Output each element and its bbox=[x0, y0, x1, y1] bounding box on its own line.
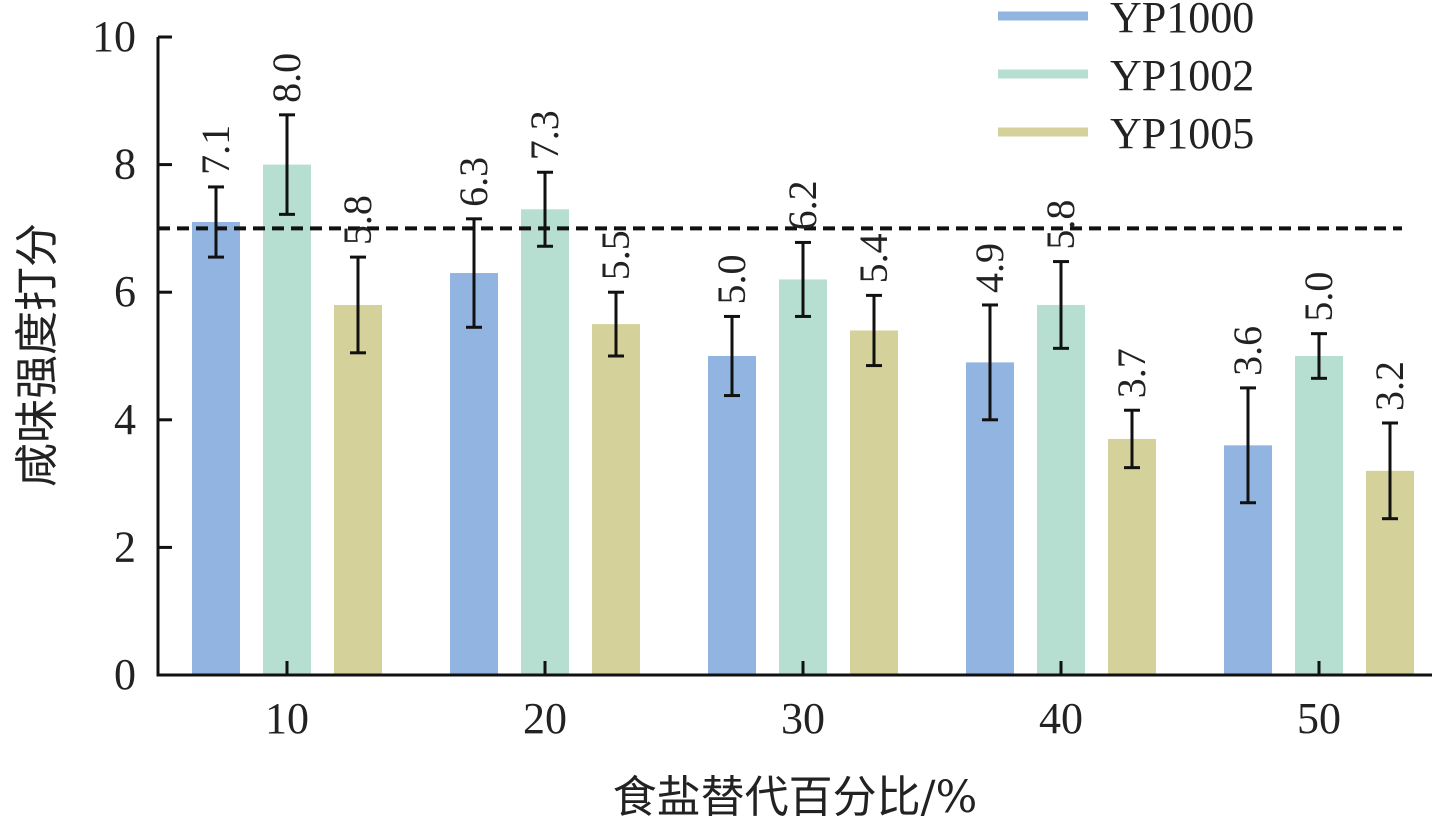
bar bbox=[450, 273, 498, 675]
error-bar bbox=[1240, 386, 1256, 505]
legend-label: YP1002 bbox=[1110, 51, 1254, 100]
data-label: 6.2 bbox=[780, 180, 825, 230]
data-label: 3.6 bbox=[1225, 326, 1270, 376]
error-bars-layer bbox=[208, 113, 1398, 521]
error-bar bbox=[982, 303, 998, 422]
error-bar bbox=[350, 255, 366, 355]
y-tick-label: 10 bbox=[92, 12, 136, 61]
bar bbox=[334, 304, 382, 675]
bar bbox=[708, 356, 756, 675]
error-bar bbox=[1053, 260, 1069, 350]
error-bar bbox=[608, 290, 624, 358]
axes-layer bbox=[156, 37, 1432, 677]
error-bar bbox=[795, 240, 811, 318]
y-tick-label: 4 bbox=[114, 395, 136, 444]
data-label: 6.3 bbox=[451, 157, 496, 207]
bar bbox=[1295, 356, 1343, 675]
legend: YP1000 YP1002 YP1005 bbox=[998, 0, 1254, 158]
legend-label: YP1000 bbox=[1110, 0, 1254, 42]
y-tick-label: 8 bbox=[114, 140, 136, 189]
bar bbox=[1108, 438, 1156, 675]
error-bar bbox=[1311, 332, 1327, 380]
x-tick-label: 10 bbox=[265, 694, 309, 743]
y-axis-title: 咸味强度打分 bbox=[12, 223, 63, 487]
bar bbox=[1037, 304, 1085, 675]
legend-item: YP1002 bbox=[998, 51, 1254, 100]
bar bbox=[192, 222, 240, 675]
data-label: 5.0 bbox=[1296, 272, 1341, 322]
bar bbox=[850, 330, 898, 675]
x-axis-title: 食盐替代百分比/% bbox=[613, 772, 978, 823]
data-label: 7.3 bbox=[522, 110, 567, 160]
x-tick-label: 50 bbox=[1297, 694, 1341, 743]
y-tick-label: 2 bbox=[114, 522, 136, 571]
x-ticks-layer: 10 20 30 40 50 bbox=[265, 661, 1341, 743]
data-label: 8.0 bbox=[264, 53, 309, 103]
data-label: 5.8 bbox=[1038, 200, 1083, 250]
x-tick-label: 40 bbox=[1039, 694, 1083, 743]
legend-label: YP1005 bbox=[1110, 109, 1254, 158]
legend-item: YP1000 bbox=[998, 0, 1254, 42]
error-bar bbox=[866, 293, 882, 368]
y-tick-label: 6 bbox=[114, 267, 136, 316]
data-label: 4.9 bbox=[967, 243, 1012, 293]
data-label: 3.2 bbox=[1367, 361, 1412, 411]
data-label: 5.0 bbox=[709, 254, 754, 304]
value-labels-layer: 7.1 8.0 5.8 6.3 7.3 5.5 5.0 6.2 5.4 4.9 5.8 3.7 3.6 5… bbox=[193, 53, 1412, 411]
error-bar bbox=[208, 185, 224, 259]
error-bar bbox=[724, 314, 740, 398]
bar bbox=[521, 209, 569, 675]
error-bar bbox=[1124, 408, 1140, 470]
data-label: 3.7 bbox=[1109, 348, 1154, 398]
data-label: 5.5 bbox=[593, 230, 638, 280]
error-bar bbox=[537, 170, 553, 248]
bar bbox=[779, 279, 827, 675]
bar bbox=[263, 164, 311, 675]
bars-layer bbox=[192, 164, 1414, 675]
error-bar bbox=[1382, 421, 1398, 521]
x-tick-label: 20 bbox=[523, 694, 567, 743]
data-label: 5.4 bbox=[851, 233, 896, 283]
y-tick-label: 0 bbox=[114, 650, 136, 699]
error-bar bbox=[466, 217, 482, 329]
legend-item: YP1005 bbox=[998, 109, 1254, 158]
bar bbox=[592, 324, 640, 675]
data-label: 7.1 bbox=[193, 125, 238, 175]
y-ticks-layer: 0 2 4 6 8 10 bbox=[92, 12, 172, 699]
data-label: 5.8 bbox=[335, 195, 380, 245]
x-tick-label: 30 bbox=[781, 694, 825, 743]
error-bar bbox=[279, 113, 295, 216]
